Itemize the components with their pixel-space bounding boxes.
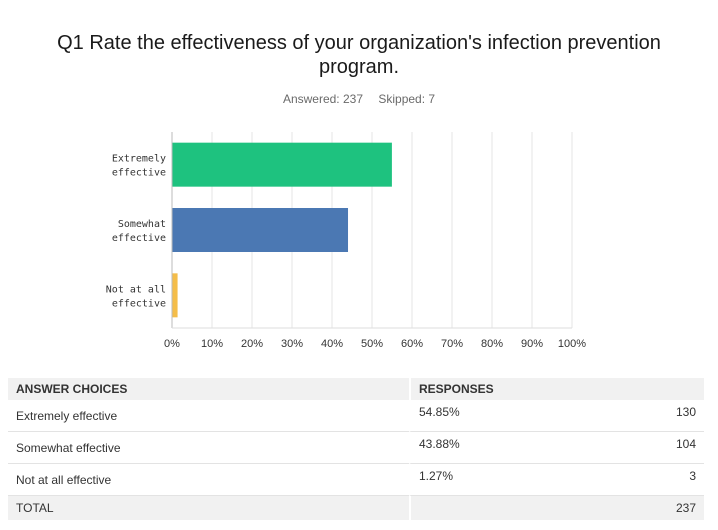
total-spacer	[409, 496, 627, 520]
total-row: TOTAL 237	[8, 496, 704, 520]
response-count: 130	[627, 400, 704, 432]
x-tick-label: 100%	[558, 338, 586, 350]
answer-choice: Extremely effective	[8, 400, 409, 432]
x-tick-label: 90%	[521, 338, 543, 350]
x-tick-label: 40%	[321, 338, 343, 350]
category-label: effective	[112, 168, 166, 179]
x-tick-label: 20%	[241, 338, 263, 350]
table-row: Extremely effective 54.85% 130	[8, 400, 704, 432]
x-tick-label: 60%	[401, 338, 423, 350]
x-tick-label: 80%	[481, 338, 503, 350]
total-count: 237	[627, 496, 704, 520]
x-tick-label: 50%	[361, 338, 383, 350]
header-answer-choices: ANSWER CHOICES	[8, 378, 409, 400]
responses-table: ANSWER CHOICES RESPONSES Extremely effec…	[8, 378, 704, 520]
header-count	[627, 378, 704, 400]
answer-choice: Not at all effective	[8, 464, 409, 496]
category-label: effective	[112, 298, 166, 309]
header-responses: RESPONSES	[409, 378, 627, 400]
skipped-count: Skipped: 7	[378, 92, 436, 106]
x-tick-label: 10%	[201, 338, 223, 350]
category-label: effective	[112, 233, 166, 244]
category-label: Extremely	[112, 154, 166, 165]
total-label: TOTAL	[8, 496, 409, 520]
x-tick-label: 70%	[441, 338, 463, 350]
response-percent: 1.27%	[409, 464, 627, 496]
response-count: 3	[627, 464, 704, 496]
category-label: Somewhat	[118, 219, 166, 230]
response-summary: Answered: 237 Skipped: 7	[0, 92, 718, 106]
response-percent: 43.88%	[409, 432, 627, 464]
category-label: Not at all	[106, 284, 166, 295]
answered-count: Answered: 237	[282, 92, 363, 106]
table-row: Somewhat effective 43.88% 104	[8, 432, 704, 464]
bar	[172, 142, 392, 187]
table-header-row: ANSWER CHOICES RESPONSES	[8, 378, 704, 400]
answer-choice: Somewhat effective	[8, 432, 409, 464]
x-tick-label: 30%	[281, 338, 303, 350]
bar	[172, 208, 349, 252]
bar	[172, 273, 178, 318]
response-percent: 54.85%	[409, 400, 627, 432]
response-count: 104	[627, 432, 704, 464]
question-title: Q1 Rate the effectiveness of your organi…	[57, 32, 661, 78]
x-tick-label: 0%	[164, 338, 180, 350]
bar-chart: 0% 10% 20% 30% 40% 50% 60% 70% 80% 90% 100% Extreme…	[106, 132, 586, 350]
table-row: Not at all effective 1.27% 3	[8, 464, 704, 496]
